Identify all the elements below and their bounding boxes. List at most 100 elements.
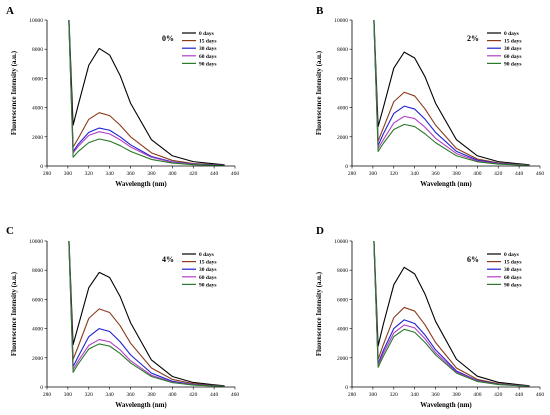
x-tick-label: 380	[147, 392, 156, 398]
y-tick-label: 6000	[32, 297, 43, 303]
x-tick-label: 320	[390, 171, 399, 177]
legend-label: 15 days	[504, 39, 522, 45]
x-tick-label: 280	[348, 392, 357, 398]
x-tick-label: 320	[390, 392, 399, 398]
series-line-15-days	[68, 241, 225, 387]
chart-panel-d: D 280 300 320 340 360 380 400 420 440 460 0 2000 4000…	[315, 225, 545, 409]
x-tick-label: 460	[231, 171, 240, 177]
y-tick-label: 10000	[29, 18, 43, 24]
panel-letter: B	[316, 5, 324, 17]
series-line-90-days	[68, 20, 225, 166]
x-tick-label: 360	[126, 171, 135, 177]
x-tick-label: 300	[64, 171, 73, 177]
legend-label: 30 days	[199, 267, 217, 273]
legend-label: 90 days	[199, 61, 217, 67]
y-tick-label: 0	[345, 385, 348, 391]
y-axis-title: Fluorescence Intensity (a.u.)	[315, 271, 323, 356]
y-tick-label: 8000	[32, 47, 43, 53]
x-tick-label: 320	[85, 392, 94, 398]
y-axis-title: Fluorescence Intensity (a.u.)	[315, 50, 323, 135]
x-tick-label: 280	[348, 171, 357, 177]
series-line-60-days	[68, 241, 225, 387]
series-line-15-days	[373, 241, 530, 387]
y-tick-label: 2000	[32, 356, 43, 362]
x-tick-label: 460	[231, 392, 240, 398]
legend-label: 0 days	[199, 252, 214, 258]
y-tick-label: 2000	[337, 356, 348, 362]
legend-label: 15 days	[504, 260, 522, 266]
concentration-label: 0%	[162, 34, 174, 43]
y-tick-label: 4000	[32, 106, 43, 112]
legend-label: 60 days	[504, 275, 522, 281]
y-axis-title: Fluorescence Intensity (a.u.)	[10, 271, 18, 356]
chart-panel-a: A 280 300 320 340 360 380 400 420 440 460 0 2000 4000…	[6, 5, 240, 188]
legend-label: 60 days	[199, 54, 217, 60]
legend-label: 90 days	[504, 61, 522, 67]
x-tick-label: 440	[515, 392, 524, 398]
x-tick-label: 420	[189, 392, 198, 398]
legend-label: 0 days	[504, 252, 519, 258]
legend-label: 30 days	[199, 46, 217, 52]
y-tick-label: 10000	[334, 239, 348, 245]
x-tick-label: 400	[168, 392, 177, 398]
legend-label: 30 days	[504, 267, 522, 273]
series-line-0-days	[68, 241, 225, 387]
concentration-label: 4%	[162, 255, 174, 264]
y-tick-label: 0	[40, 164, 43, 170]
x-tick-label: 400	[473, 392, 482, 398]
x-tick-label: 420	[494, 392, 503, 398]
y-axis-title: Fluorescence Intensity (a.u.)	[10, 50, 18, 135]
x-tick-label: 340	[106, 171, 115, 177]
x-tick-label: 300	[369, 392, 378, 398]
series-group	[68, 20, 225, 166]
series-group	[373, 241, 530, 387]
chart-panel-b: B 280 300 320 340 360 380 400 420 440 460 0 2000 4000…	[315, 5, 544, 188]
panel-letter: D	[316, 225, 324, 237]
legend-label: 0 days	[199, 31, 214, 37]
x-tick-label: 400	[168, 171, 177, 177]
x-axis-title: Wavelength (nm)	[115, 401, 167, 409]
y-tick-label: 4000	[337, 106, 348, 112]
series-line-30-days	[373, 241, 530, 387]
x-tick-label: 360	[431, 392, 440, 398]
legend-label: 0 days	[504, 31, 519, 37]
legend-label: 15 days	[199, 260, 217, 266]
legend-label: 90 days	[199, 282, 217, 288]
series-line-60-days	[373, 20, 530, 166]
series-line-0-days	[373, 20, 530, 166]
series-line-60-days	[68, 20, 225, 166]
series-line-90-days	[373, 20, 530, 166]
x-tick-label: 340	[411, 392, 420, 398]
series-line-90-days	[373, 241, 530, 387]
x-tick-label: 360	[431, 171, 440, 177]
series-line-15-days	[373, 20, 530, 166]
y-tick-label: 6000	[337, 76, 348, 82]
x-tick-label: 380	[147, 171, 156, 177]
y-tick-label: 6000	[32, 76, 43, 82]
x-tick-label: 440	[210, 392, 219, 398]
x-tick-label: 340	[106, 392, 115, 398]
y-tick-label: 4000	[337, 327, 348, 333]
x-tick-label: 300	[64, 392, 73, 398]
x-axis-title: Wavelength (nm)	[420, 180, 472, 188]
chart-panel-c: C 280 300 320 340 360 380 400 420 440 460 0 2000 4000…	[6, 225, 240, 409]
x-tick-label: 280	[43, 171, 52, 177]
series-group	[68, 241, 225, 387]
y-tick-label: 0	[345, 164, 348, 170]
x-tick-label: 460	[536, 392, 545, 398]
concentration-label: 6%	[467, 255, 479, 264]
legend-label: 60 days	[199, 275, 217, 281]
y-tick-label: 0	[40, 385, 43, 391]
x-tick-label: 280	[43, 392, 52, 398]
x-tick-label: 440	[210, 171, 219, 177]
legend-label: 60 days	[504, 54, 522, 60]
y-tick-label: 10000	[29, 239, 43, 245]
series-line-30-days	[68, 241, 225, 387]
y-tick-label: 4000	[32, 327, 43, 333]
x-tick-label: 400	[473, 171, 482, 177]
y-tick-label: 10000	[334, 18, 348, 24]
y-tick-label: 8000	[337, 268, 348, 274]
x-tick-label: 380	[452, 392, 461, 398]
x-tick-label: 420	[189, 171, 198, 177]
